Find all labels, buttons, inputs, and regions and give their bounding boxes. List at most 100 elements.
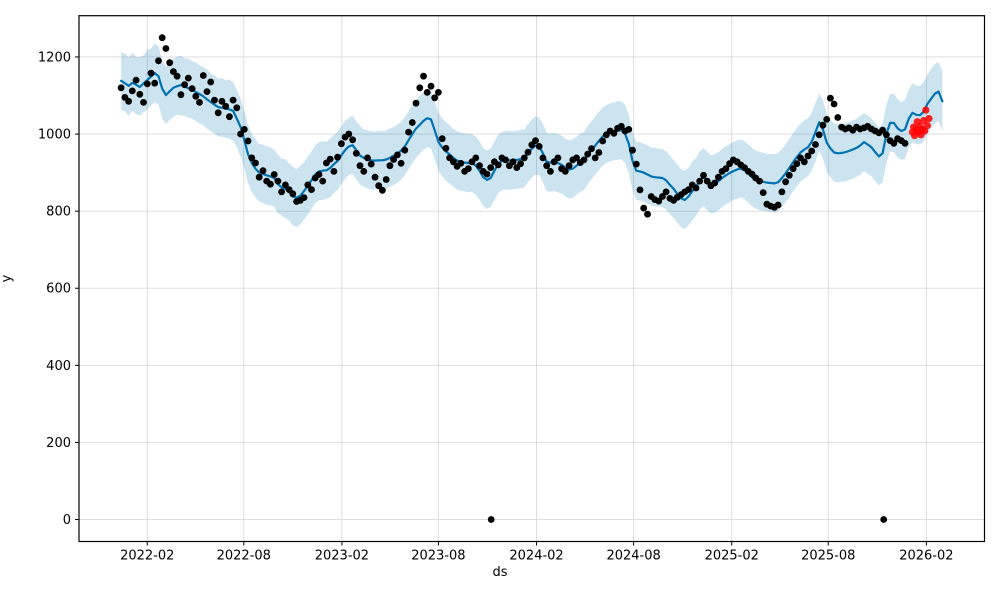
actual-point	[659, 193, 666, 200]
actual-point	[382, 176, 390, 183]
actual-point	[255, 173, 263, 181]
actual-point	[397, 159, 405, 167]
actual-point	[356, 162, 364, 170]
actual-point	[685, 186, 692, 194]
actual-point	[438, 135, 446, 143]
actual-point	[375, 182, 383, 190]
actual-point	[547, 168, 554, 175]
actual-point	[815, 131, 823, 139]
actual-point	[267, 180, 274, 188]
actual-point	[808, 147, 816, 155]
y-axis-label: y	[0, 274, 15, 283]
actual-point	[278, 188, 285, 196]
actual-point	[588, 145, 595, 153]
actual-point	[117, 84, 125, 92]
actual-point	[352, 149, 360, 157]
actual-point	[214, 109, 222, 117]
uncertainty-band	[121, 43, 943, 230]
x-tick-label: 2023-08	[411, 549, 465, 564]
forecast-line	[119, 71, 944, 202]
actual-point	[259, 167, 267, 175]
x-tick-label: 2023-02	[315, 549, 369, 564]
actual-point	[520, 154, 528, 162]
actual-point	[188, 85, 196, 92]
recent-point	[925, 115, 933, 123]
actual-point	[427, 82, 435, 90]
actual-point	[207, 78, 215, 86]
actual-point	[423, 89, 431, 96]
actual-point	[196, 99, 203, 106]
actual-point	[128, 87, 136, 95]
actual-point	[199, 72, 207, 79]
actual-point	[211, 96, 218, 104]
actual-point	[599, 137, 607, 145]
actual-point	[125, 97, 132, 105]
actual-point	[420, 72, 427, 80]
x-tick-label: 2025-08	[801, 549, 855, 564]
actual-point	[692, 184, 700, 192]
actual-point	[416, 84, 424, 92]
plot-border	[78, 15, 986, 543]
actual-point	[371, 173, 379, 181]
actual-point	[304, 181, 312, 189]
actual-point	[330, 168, 338, 175]
actual-point	[405, 128, 412, 136]
actual-point	[819, 121, 827, 129]
x-tick-label: 2025-02	[705, 549, 759, 564]
x-axis-label: ds	[492, 565, 508, 580]
recent-point	[922, 106, 930, 114]
actual-point	[151, 79, 159, 87]
actual-point	[789, 165, 797, 173]
actual-point	[360, 168, 368, 175]
actual-point	[774, 201, 782, 209]
actual-point	[338, 140, 345, 148]
x-tick-label: 2026-02	[899, 549, 953, 564]
actual-point	[636, 186, 644, 194]
actual-point	[143, 80, 151, 88]
actual-point	[883, 131, 890, 139]
y-tick-label: 200	[46, 436, 71, 451]
actual-point	[184, 74, 192, 82]
actual-point	[155, 57, 162, 65]
actual-point	[334, 153, 341, 161]
actual-point	[573, 154, 580, 162]
actual-point	[565, 162, 573, 170]
actual-point	[834, 114, 842, 121]
actual-point	[158, 34, 166, 42]
actual-point	[442, 144, 450, 152]
actual-point	[800, 158, 808, 166]
actual-point	[662, 188, 670, 196]
actual-point	[785, 171, 793, 179]
actual-point	[722, 165, 730, 173]
actual-point	[166, 59, 174, 67]
actual-point	[517, 160, 524, 168]
actual-point	[435, 89, 442, 96]
actual-point	[610, 129, 618, 137]
recent-point	[923, 122, 932, 130]
actual-point	[580, 156, 588, 164]
x-tick-label: 2022-02	[120, 549, 174, 564]
outlier-point	[487, 516, 495, 523]
actual-point	[823, 116, 831, 123]
actual-point	[759, 189, 767, 197]
actual-point	[364, 154, 371, 162]
actual-point	[554, 154, 562, 162]
actual-point	[203, 88, 211, 95]
y-tick-label: 1000	[38, 128, 71, 143]
actual-point	[494, 161, 502, 169]
actual-point	[274, 177, 282, 185]
x-tick-label: 2024-02	[509, 549, 563, 564]
recent-point	[921, 127, 929, 135]
y-tick-label: 800	[46, 205, 71, 220]
actual-point	[386, 162, 394, 170]
actual-point	[192, 92, 200, 100]
y-tick-label: 600	[46, 282, 71, 297]
actual-point	[532, 137, 539, 145]
actual-point	[401, 146, 409, 154]
actual-point	[181, 81, 189, 89]
actual-point	[132, 76, 140, 84]
actual-point	[535, 143, 543, 150]
